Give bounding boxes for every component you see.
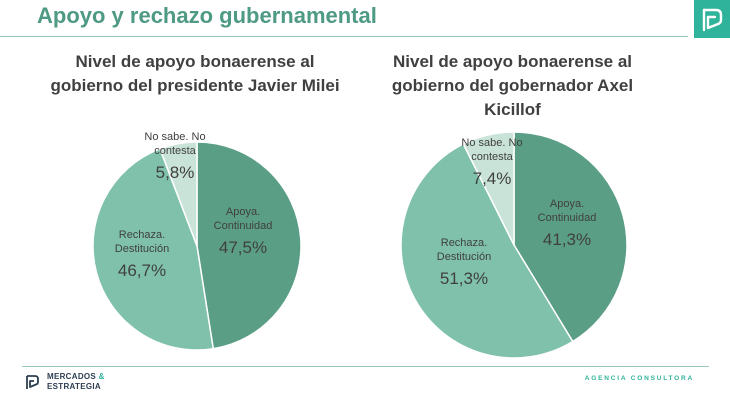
pie2-slice-2-label-line0: No sabe. No xyxy=(461,137,522,149)
pie1-slice-0-value: 47,5% xyxy=(219,238,267,257)
pie1-slice-1 xyxy=(92,147,215,351)
pie2-slice-1-value: 51,3% xyxy=(440,269,488,288)
pie1-slice-0-label-line0: Apoya. xyxy=(226,206,260,218)
agency-tagline: AGENCIA CONSULTORA xyxy=(584,375,694,382)
pie2-slice-1 xyxy=(400,142,574,359)
pie1-slice-2-label-line1: contesta xyxy=(154,145,196,157)
pie2-slice-1-label-line1: Destitución xyxy=(437,251,491,263)
title-divider xyxy=(0,36,688,37)
footer-logo-icon xyxy=(23,372,43,392)
chart-title-kicillof: Nivel de apoyo bonaerense al gobierno de… xyxy=(391,52,634,119)
pie2-slice-1-label-line0: Rechaza. xyxy=(441,237,487,249)
pie1-slice-0-label-line1: Continuidad xyxy=(214,220,273,232)
brand-ampersand: & xyxy=(98,372,105,381)
pie1-slice-0 xyxy=(196,141,302,350)
pie1-slice-1-value: 46,7% xyxy=(118,261,166,280)
pie2-slice-0 xyxy=(513,131,628,343)
brand-line2: ESTRATEGIA xyxy=(47,382,101,391)
pie1-slice-2-value: 5,8% xyxy=(156,163,195,182)
pie1-slice-1-label-line0: Rechaza. xyxy=(119,229,165,241)
pie2-slice-2-value: 7,4% xyxy=(473,169,512,188)
pie2-slice-0-label-line0: Apoya. xyxy=(550,198,584,210)
chart-title-milei: Nivel de apoyo bonaerense al gobierno de… xyxy=(50,52,340,95)
pie2-slice-0-label-line1: Continuidad xyxy=(538,212,597,224)
footer-divider xyxy=(22,366,709,367)
pie1-slice-1-label-line1: Destitución xyxy=(115,243,169,255)
footer-brand: MERCADOS & ESTRATEGIA xyxy=(47,372,105,392)
pie2-slice-0-value: 41,3% xyxy=(543,230,591,249)
page-title: Apoyo y rechazo gubernamental xyxy=(37,3,377,28)
pie2-slice-2-label-line1: contesta xyxy=(471,151,513,163)
brand-line1: MERCADOS xyxy=(47,372,97,381)
pie2-slice-2 xyxy=(462,131,515,246)
pie1-slice-2-label-line0: No sabe. No xyxy=(144,131,205,143)
brand-logo-icon xyxy=(694,0,730,38)
pie1-slice-2 xyxy=(158,141,198,247)
